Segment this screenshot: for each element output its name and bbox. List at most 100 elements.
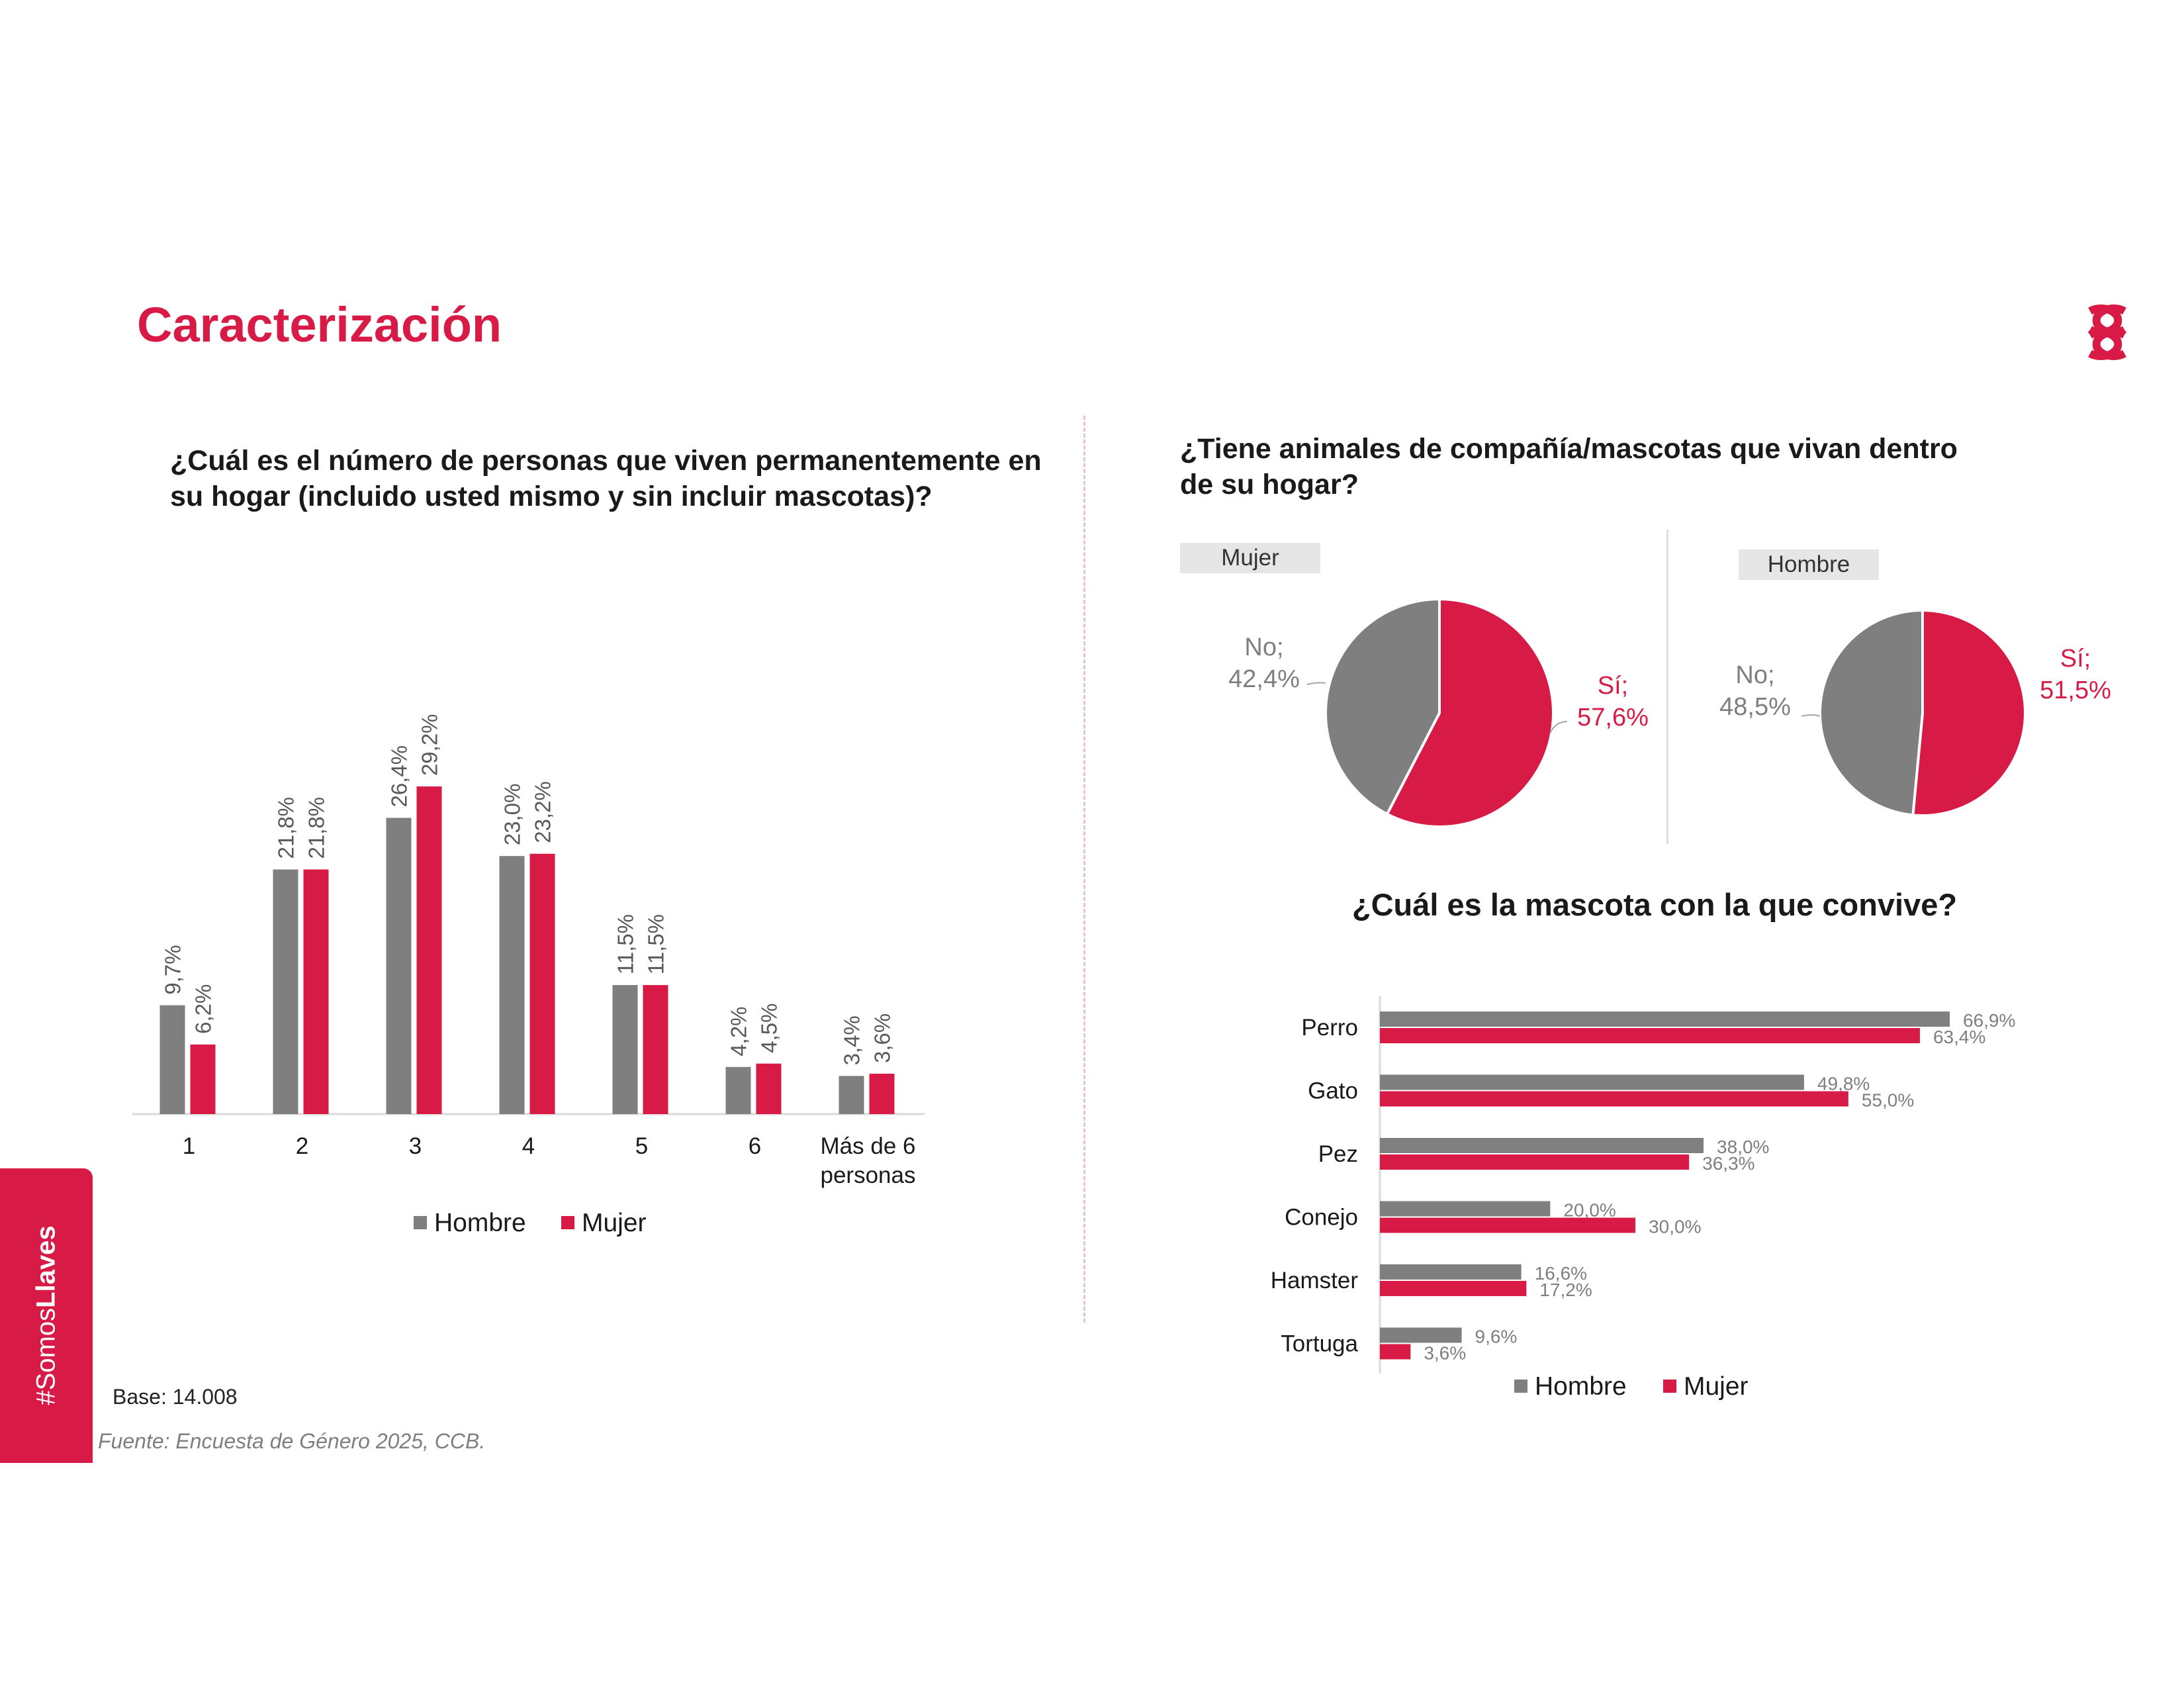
bar-mujer-2 [416, 786, 442, 1114]
hbar-mujer-conejo [1380, 1217, 1636, 1233]
legend-label-hombre: Hombre [434, 1209, 526, 1237]
legend2-swatch-hombre [1514, 1380, 1527, 1393]
pie-label-si-hombre: Sí; [2060, 645, 2091, 673]
bar-label-mujer-2: 29,2% [418, 714, 442, 776]
bar-label-mujer-3: 23,2% [531, 781, 555, 843]
hbar-label-hombre-gato: 49,8% [1817, 1074, 1870, 1094]
bar-label-hombre-0: 9,7% [161, 945, 185, 994]
hbar-hombre-conejo [1380, 1201, 1551, 1217]
bar-label-hombre-5: 4,2% [727, 1007, 751, 1056]
x-tick-label-2: 3 [409, 1133, 422, 1159]
hbar-label-hombre-tortuga: 9,6% [1475, 1327, 1518, 1347]
bar-label-hombre-2: 26,4% [387, 745, 412, 808]
hbar-hombre-gato [1380, 1074, 1804, 1090]
x-tick-label-6-b: personas [821, 1162, 916, 1188]
pie-tag-hombre: Hombre [1739, 549, 1879, 580]
hbar-label-hombre-perro: 66,9% [1963, 1010, 2015, 1031]
hbar-label-hombre-conejo: 20,0% [1563, 1200, 1615, 1221]
bar-mujer-1 [303, 869, 329, 1114]
legend-label-mujer: Mujer [582, 1209, 647, 1237]
bar-label-mujer-4: 11,5% [644, 914, 668, 974]
bar-label-mujer-0: 6,2% [191, 984, 216, 1034]
pie-leader-no-hombre [1801, 714, 1821, 717]
y-tick-label-gato: Gato [1308, 1078, 1358, 1104]
bar-label-mujer-1: 21,8% [304, 797, 329, 859]
pie-slice-no-hombre [1819, 608, 1924, 817]
pie-slice-si-hombre [1911, 608, 2027, 817]
hbar-mujer-pez [1380, 1154, 1690, 1170]
y-tick-label-pez: Pez [1318, 1141, 1358, 1167]
hbar-mujer-hamster [1380, 1281, 1527, 1296]
bar-mujer-4 [643, 985, 668, 1114]
pie-leader-si-mujer [1549, 721, 1568, 734]
bar-label-mujer-6: 3,6% [870, 1013, 895, 1063]
ccb-logo-icon [2088, 305, 2126, 360]
y-tick-label-conejo: Conejo [1285, 1205, 1358, 1231]
source-note: Fuente: Encuesta de Género 2025, CCB. [98, 1429, 486, 1453]
side-tab-prefix: #Somos [31, 1307, 61, 1405]
legend2-label-hombre: Hombre [1535, 1372, 1627, 1401]
pet-type-question: ¿Cuál es la mascota con la que convive? [1351, 887, 1958, 922]
x-tick-label-5: 6 [749, 1133, 761, 1159]
pie-label-si-mujer: Sí; [1598, 672, 1628, 700]
page-title: Caracterización [137, 297, 502, 352]
hbar-label-mujer-pez: 36,3% [1702, 1153, 1754, 1174]
hbar-hombre-pez [1380, 1138, 1704, 1153]
hbar-label-mujer-perro: 63,4% [1933, 1027, 1985, 1047]
pie-value-si-mujer: 57,6% [1577, 704, 1649, 731]
base-note: Base: 14.008 [113, 1385, 238, 1409]
hbar-label-hombre-hamster: 16,6% [1535, 1263, 1587, 1284]
x-tick-label-0: 1 [183, 1133, 195, 1159]
pie-value-no-mujer: 42,4% [1228, 665, 1300, 693]
section-divider [1083, 416, 1085, 1323]
x-tick-label-6: Más de 6 [821, 1133, 916, 1159]
bar-mujer-5 [756, 1063, 782, 1114]
somos-llaves-tab: #SomosLlaves [0, 1168, 93, 1463]
pets-question: ¿Tiene animales de compañía/mascotas que… [1180, 433, 1958, 500]
pie-tag-mujer: Mujer [1180, 543, 1320, 573]
hbar-mujer-perro [1380, 1028, 1920, 1043]
pie-leader-no-mujer [1306, 682, 1326, 685]
y-tick-label-hamster: Hamster [1271, 1268, 1359, 1293]
legend-swatch-hombre [414, 1216, 427, 1229]
pie-value-si-hombre: 51,5% [2040, 677, 2111, 704]
x-tick-label-3: 4 [522, 1133, 535, 1159]
legend2-swatch-mujer [1663, 1380, 1676, 1393]
bar-mujer-3 [529, 853, 555, 1114]
household-size-question: ¿Cuál es el número de personas que viven… [170, 445, 1042, 512]
bar-hombre-4 [612, 985, 638, 1114]
pie-slice-si-mujer [1385, 597, 1555, 828]
hbar-label-mujer-tortuga: 3,6% [1424, 1343, 1466, 1364]
hbar-mujer-tortuga [1380, 1344, 1411, 1360]
y-tick-label-tortuga: Tortuga [1281, 1331, 1358, 1357]
y-tick-label-perro: Perro [1301, 1015, 1358, 1041]
hbar-mujer-gato [1380, 1091, 1848, 1107]
hbar-label-mujer-hamster: 17,2% [1539, 1280, 1592, 1300]
bar-hombre-0 [159, 1005, 185, 1114]
bar-hombre-5 [725, 1066, 751, 1114]
pie-value-no-hombre: 48,5% [1719, 693, 1791, 721]
hbar-label-mujer-conejo: 30,0% [1649, 1217, 1701, 1237]
bar-label-hombre-3: 23,0% [500, 784, 525, 846]
hbar-hombre-hamster [1380, 1264, 1522, 1280]
bar-hombre-2 [386, 818, 412, 1114]
hbar-label-hombre-pez: 38,0% [1717, 1137, 1769, 1157]
bar-label-hombre-1: 21,8% [274, 797, 298, 859]
bar-hombre-3 [499, 856, 525, 1114]
bar-mujer-6 [869, 1073, 895, 1114]
pie-label-no-hombre: No; [1735, 661, 1774, 689]
bar-label-hombre-6: 3,4% [840, 1015, 864, 1065]
bar-mujer-0 [190, 1044, 216, 1114]
legend2-label-mujer: Mujer [1684, 1372, 1749, 1401]
x-tick-label-1: 2 [296, 1133, 308, 1159]
pie-divider [1666, 530, 1668, 844]
pie-label-no-mujer: No; [1244, 633, 1283, 661]
side-tab-bold: Llaves [31, 1225, 61, 1308]
pie-slice-no-mujer [1324, 597, 1441, 816]
bar-hombre-1 [273, 869, 298, 1114]
hbar-hombre-perro [1380, 1011, 1950, 1027]
hbar-hombre-tortuga [1380, 1327, 1462, 1343]
hbar-label-mujer-gato: 55,0% [1862, 1090, 1914, 1111]
x-tick-label-4: 5 [635, 1133, 648, 1159]
